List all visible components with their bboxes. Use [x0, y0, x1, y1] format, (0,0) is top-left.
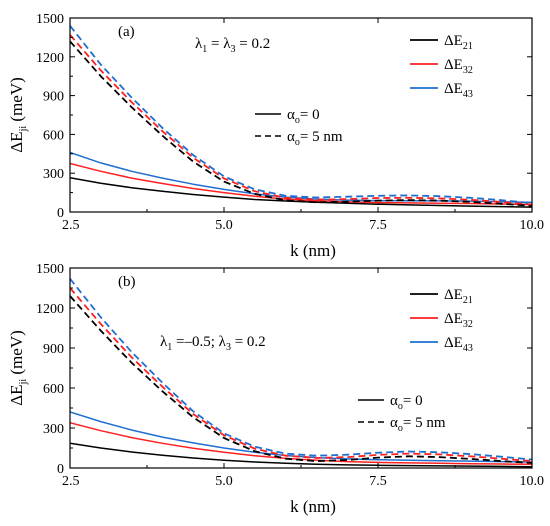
series-legend: ΔE21 ΔE32 ΔE43 [410, 287, 473, 354]
y-axis-title: ΔEji (meV) [7, 77, 29, 153]
y-tick-label: 1500 [36, 12, 64, 27]
y-tick-label: 1200 [36, 51, 64, 66]
series-line-4 [70, 295, 532, 464]
legend-entry-label: ΔE32 [444, 311, 473, 330]
series-line-3 [70, 411, 532, 463]
panel-label: (b) [118, 274, 136, 290]
series-line-5 [70, 34, 532, 206]
chart-panel-b: 2.5 5.0 7.5 10.0 0 300 600 900 1200 1500 k (nm) ΔEj… [7, 262, 544, 516]
y-tick-label: 1500 [36, 262, 64, 277]
style-legend: αo= 0 αo= 5 nm [255, 107, 343, 148]
legend-entry-label: ΔE43 [444, 335, 473, 354]
x-axis-title: k (nm) [290, 241, 336, 260]
x-tick-label: 5.0 [215, 474, 233, 489]
legend-style-label: αo= 5 nm [287, 129, 343, 148]
y-tick-label: 300 [43, 167, 64, 182]
panel-label: (a) [118, 24, 135, 40]
legend-entry-label: ΔE21 [444, 287, 473, 306]
series-line-3 [70, 151, 532, 204]
series-line-6 [70, 278, 532, 461]
x-tick-label: 7.5 [369, 474, 387, 489]
x-tick-label: 10.0 [520, 218, 545, 233]
y-tick-label: 900 [43, 90, 64, 105]
x-tick-label: 2.5 [62, 474, 80, 489]
parameter-annotation: λ1 =–0.5; λ3 = 0.2 [160, 334, 266, 353]
series-line-6 [70, 25, 532, 205]
series-line-2 [70, 162, 532, 206]
series-legend: ΔE21 ΔE32 ΔE43 [410, 33, 473, 100]
legend-entry-label: ΔE21 [444, 33, 473, 52]
x-tick-label: 2.5 [62, 218, 80, 233]
y-tick-label: 0 [57, 462, 64, 477]
x-tick-label: 7.5 [369, 218, 387, 233]
parameter-annotation: λ1 = λ3 = 0.2 [195, 36, 270, 55]
style-legend: αo= 0 αo= 5 nm [358, 393, 446, 434]
chart-panel-a: 2.5 5.0 7.5 10.0 0 300 600 900 1200 1500 k (nm) ΔEj… [7, 12, 544, 260]
legend-entry-label: ΔE32 [444, 57, 473, 76]
series-line-5 [70, 287, 532, 462]
legend-style-label: αo= 0 [287, 107, 320, 126]
legend-style-label: αo= 5 nm [390, 415, 446, 434]
y-axis-title: ΔEji (meV) [7, 330, 29, 406]
legend-entry-label: ΔE43 [444, 81, 473, 100]
y-tick-label: 1200 [36, 302, 64, 317]
series-line-4 [70, 40, 532, 207]
x-tick-label: 10.0 [520, 474, 545, 489]
y-tick-label: 0 [57, 206, 64, 221]
y-tick-label: 600 [43, 382, 64, 397]
y-tick-label: 300 [43, 422, 64, 437]
y-tick-label: 900 [43, 342, 64, 357]
y-tick-label: 600 [43, 128, 64, 143]
legend-style-label: αo= 0 [390, 393, 423, 412]
x-tick-label: 5.0 [215, 218, 233, 233]
x-axis-title: k (nm) [290, 497, 336, 516]
